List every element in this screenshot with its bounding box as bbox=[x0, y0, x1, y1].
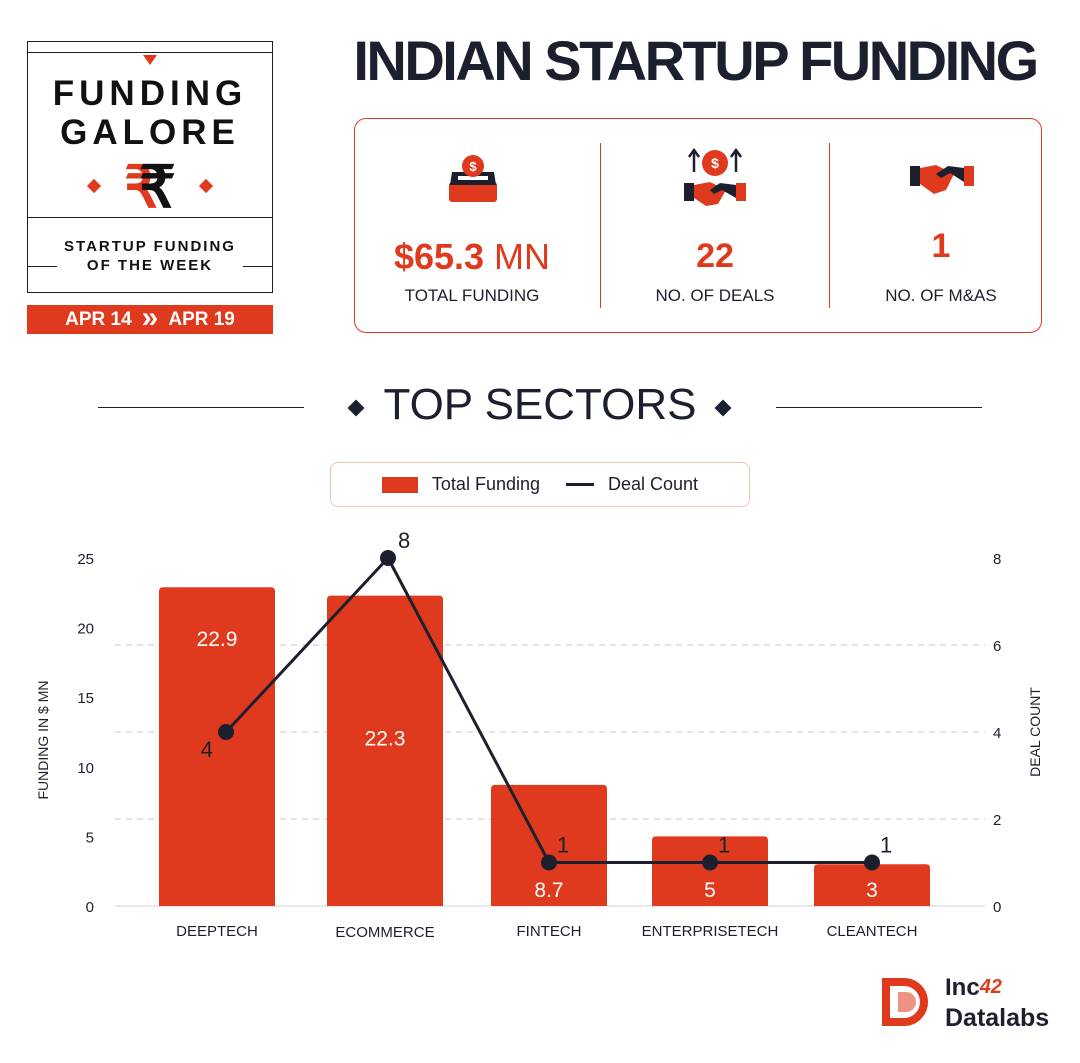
bar bbox=[327, 595, 443, 906]
x-tick-label: ENTERPRISETECH bbox=[642, 923, 779, 940]
date-range-bar: APR 14 » APR 19 bbox=[27, 300, 273, 334]
x-tick-label: CLEANTECH bbox=[827, 923, 918, 940]
badge-title-line1: FUNDING bbox=[52, 74, 248, 113]
section-rule-right bbox=[776, 407, 982, 408]
y-right-tick-label: 4 bbox=[993, 725, 1001, 742]
y-tick-label: 25 bbox=[77, 551, 94, 568]
deal-count-label: 1 bbox=[718, 833, 730, 858]
deal-count-label: 4 bbox=[201, 737, 213, 762]
stat-deals-label: NO. OF DEALS bbox=[655, 286, 775, 305]
badge-marker-icon bbox=[143, 55, 157, 65]
page-title: INDIAN STARTUP FUNDING bbox=[353, 29, 1039, 92]
stats-panel bbox=[354, 118, 1042, 333]
stat-ma-label: NO. OF M&AS bbox=[885, 286, 997, 305]
date-from: APR 14 bbox=[65, 308, 132, 330]
y-axis-title: FUNDING IN $ MN bbox=[35, 681, 51, 800]
y-tick-label: 15 bbox=[77, 690, 94, 707]
deal-count-label: 1 bbox=[557, 833, 569, 858]
y-tick-label: 20 bbox=[77, 621, 94, 638]
section-diamond-left-icon bbox=[347, 399, 365, 417]
logo-line1: Inc42 bbox=[945, 974, 1002, 1001]
badge-top-rule bbox=[27, 52, 273, 53]
date-to: APR 19 bbox=[168, 308, 235, 330]
logo-line2: Datalabs bbox=[945, 1004, 1050, 1032]
legend-line-label: Deal Count bbox=[608, 474, 699, 494]
y-right-tick-label: 0 bbox=[993, 899, 1001, 916]
y-tick-label: 5 bbox=[86, 829, 94, 846]
y-right-tick-label: 8 bbox=[993, 551, 1001, 568]
x-tick-label: ECOMMERCE bbox=[335, 924, 434, 941]
money-box-icon: $ bbox=[449, 155, 497, 202]
y-right-tick-label: 2 bbox=[993, 812, 1001, 829]
deal-count-point bbox=[864, 854, 880, 871]
deal-count-point bbox=[541, 854, 557, 871]
deal-count-point bbox=[380, 550, 396, 566]
badge-divider bbox=[27, 217, 273, 218]
bar bbox=[159, 587, 275, 906]
badge-subline-left bbox=[27, 266, 57, 267]
bar-value-label: 8.7 bbox=[534, 879, 563, 902]
y-right-axis-title: DEAL COUNT bbox=[1027, 687, 1043, 777]
x-tick-label: FINTECH bbox=[517, 923, 582, 940]
section-diamond-right-icon bbox=[714, 399, 732, 417]
stats-separator bbox=[600, 143, 601, 308]
bar-value-label: 5 bbox=[704, 879, 716, 902]
funding-galore-badge bbox=[27, 41, 273, 293]
stats-separator bbox=[829, 143, 830, 308]
deal-handshake-icon: $ bbox=[684, 147, 746, 206]
bar bbox=[652, 836, 768, 906]
stat-ma-value: 1 bbox=[931, 227, 951, 265]
bar bbox=[814, 864, 930, 906]
deal-count-point bbox=[218, 724, 234, 740]
inc42-logo-icon bbox=[882, 978, 928, 1026]
x-tick-label: DEEPTECH bbox=[176, 923, 258, 940]
stat-total-funding-value: $65.3 MN bbox=[393, 236, 551, 277]
badge-title-line2: GALORE bbox=[60, 113, 240, 152]
y-right-tick-label: 6 bbox=[993, 638, 1001, 655]
badge-subline-right bbox=[243, 266, 273, 267]
bar-value-label: 3 bbox=[866, 879, 878, 902]
deal-count-label: 1 bbox=[880, 833, 892, 858]
deal-count-point bbox=[702, 854, 718, 871]
bar bbox=[491, 784, 607, 906]
bar-value-label: 22.3 bbox=[365, 728, 406, 751]
bar-value-label: 22.9 bbox=[197, 628, 238, 651]
legend-bar-swatch bbox=[381, 476, 418, 493]
rupee-icon: ₹₹ bbox=[124, 155, 176, 220]
y-tick-label: 0 bbox=[86, 899, 94, 916]
deal-count-label: 8 bbox=[398, 528, 410, 553]
badge-subtitle-line2: OF THE WEEK bbox=[86, 257, 214, 274]
stat-deals-value: 22 bbox=[696, 237, 734, 275]
section-title: TOP SECTORS bbox=[383, 380, 697, 429]
legend-bar-label: Total Funding bbox=[431, 474, 540, 494]
stat-total-funding-label: TOTAL FUNDING bbox=[404, 286, 540, 305]
legend-line-swatch bbox=[566, 483, 594, 486]
double-chevron-icon: » bbox=[141, 300, 159, 334]
badge-subtitle-line1: STARTUP FUNDING bbox=[64, 238, 236, 255]
section-rule-left bbox=[98, 407, 304, 408]
svg-text:$: $ bbox=[469, 159, 477, 174]
y-tick-label: 10 bbox=[77, 760, 94, 777]
chart-legend: Total Funding Deal Count bbox=[330, 462, 750, 507]
handshake-icon bbox=[910, 165, 974, 194]
svg-text:$: $ bbox=[711, 155, 719, 171]
